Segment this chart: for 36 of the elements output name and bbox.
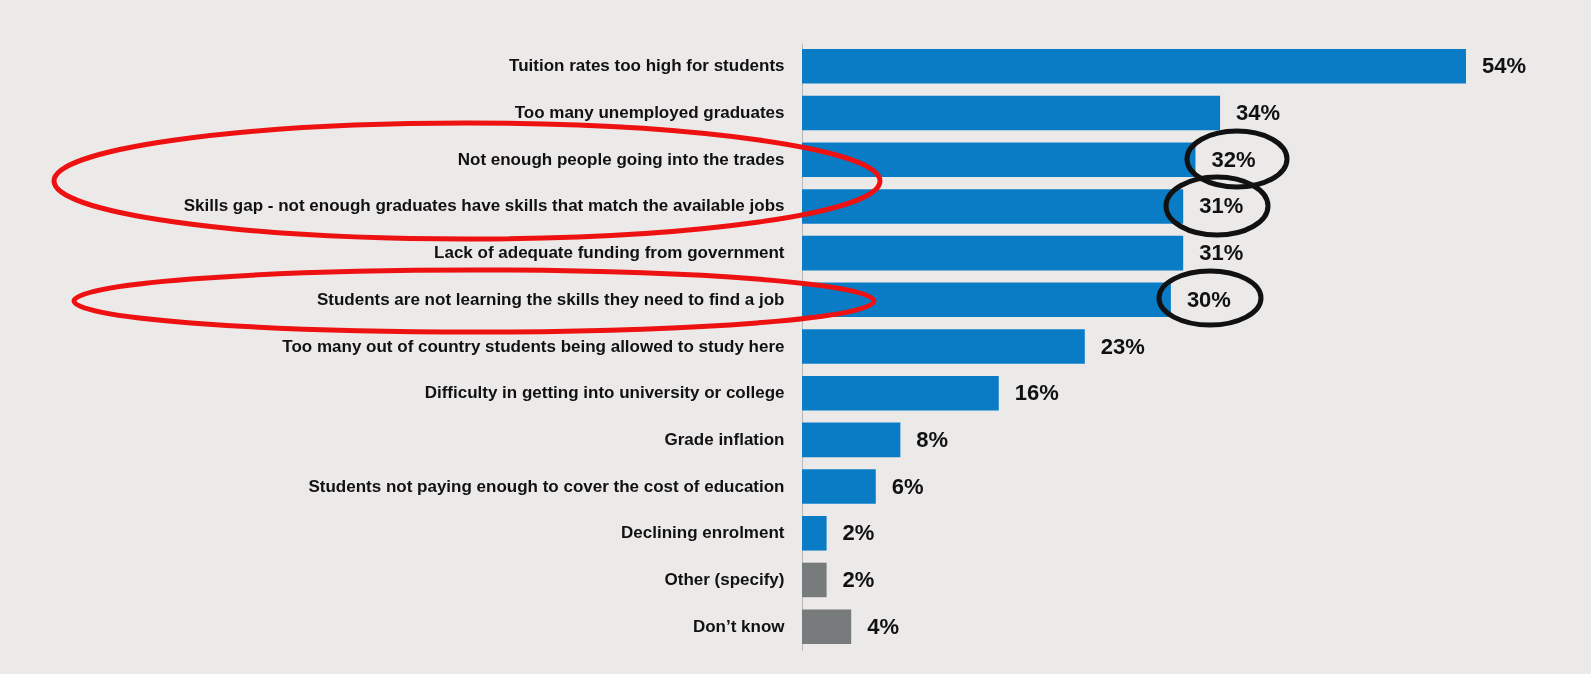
bar [802,469,876,504]
bar [802,515,827,551]
y-tick-label: Students not paying enough to cover the cost of education [308,476,785,496]
data-label: 23% [1100,333,1145,359]
y-tick-label: Grade inflation [664,429,785,449]
data-label: 34% [1236,100,1281,126]
y-tick-label: Tuition rates too high for students [509,56,785,76]
y-tick-label: Other (specify) [664,569,785,589]
data-label: 6% [891,473,924,499]
y-tick-label: Declining enrolment [621,523,785,543]
y-tick-label: Difficulty in getting into university or college [424,383,785,403]
data-label: 32% [1211,146,1256,172]
y-tick-label: Students are not learning the skills they need to find a job [316,289,785,309]
bar [802,422,901,458]
data-label: 8% [916,426,949,452]
data-label: 4% [867,613,899,639]
data-label: 2% [842,566,875,592]
bar [802,562,827,598]
data-label: 31% [1199,240,1244,266]
data-label: 2% [842,520,875,546]
bar [802,329,1085,364]
data-label: 31% [1199,193,1244,219]
data-label: 30% [1186,286,1231,312]
data-label: 54% [1482,53,1527,79]
y-tick-label: Too many out of country students being allowed to study here [282,336,785,356]
bar [802,235,1184,271]
y-tick-label: Lack of adequate funding from government [434,243,785,263]
data-label: 16% [1014,380,1059,406]
y-tick-label: Don’t know [692,616,786,636]
y-tick-label: Not enough people going into the trades [457,149,785,169]
bar [802,95,1221,131]
bar [802,49,1466,84]
bar [802,609,852,644]
bar [802,375,999,411]
y-tick-label: Too many unemployed graduates [514,103,785,123]
y-tick-label: Skills gap - not enough graduates have skills that match the available jobs [183,196,785,216]
